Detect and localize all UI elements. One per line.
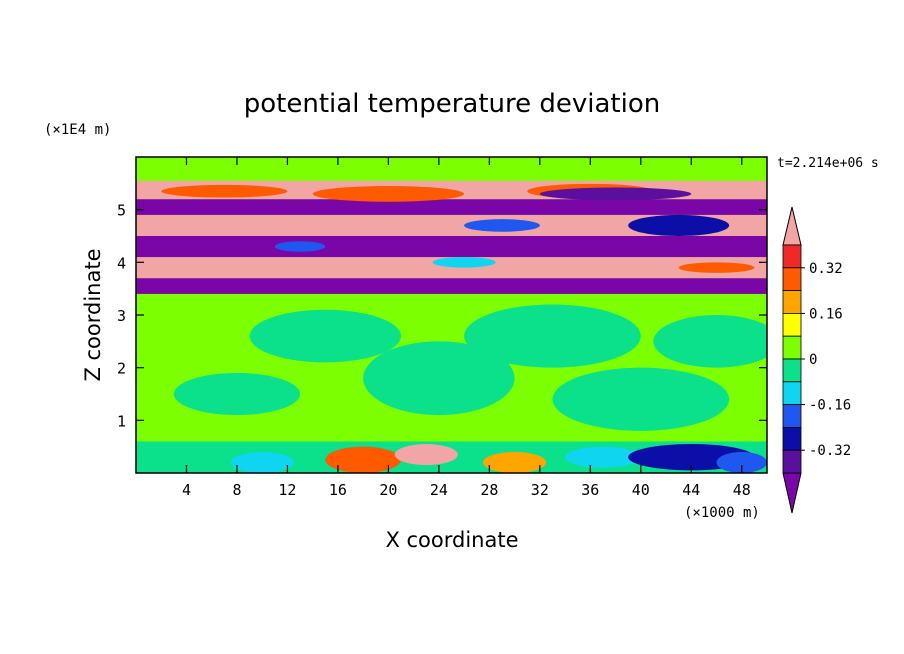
- contour-band: [136, 199, 767, 215]
- contour-cell: [230, 451, 294, 473]
- x-tick-label: 44: [682, 481, 700, 499]
- colorbar-arrow-bottom: [782, 472, 802, 514]
- colorbar-swatch: [782, 404, 802, 428]
- colorbar-swatch: [782, 290, 802, 314]
- contour-cell: [394, 444, 458, 466]
- y-tick-label: 3: [117, 307, 126, 325]
- colorbar-arrow-top: [782, 206, 802, 246]
- y-tick-label: 1: [117, 412, 126, 430]
- x-unit-label: (×1000 m): [684, 505, 760, 521]
- contour-cell: [464, 304, 641, 368]
- contour-cell: [653, 315, 767, 368]
- contour-cell: [249, 309, 402, 363]
- colorbar-swatch: [782, 335, 802, 360]
- contour-cell: [274, 241, 326, 252]
- x-axis-title: X coordinate: [385, 528, 518, 552]
- x-axis: 4 8 12 16 20 24 28 32 36 40 44 48: [182, 157, 751, 499]
- y-tick-label: 5: [117, 202, 126, 220]
- contour-band: [136, 157, 767, 181]
- plot-area: [136, 157, 767, 473]
- contour-cell: [173, 372, 301, 416]
- contour-cell: [565, 446, 641, 468]
- colorbar-swatch: [782, 244, 802, 269]
- contour-cell: [312, 185, 465, 202]
- x-tick-label: 32: [531, 481, 549, 499]
- x-tick-label: 24: [430, 481, 448, 499]
- colorbar-label: 0: [809, 352, 817, 368]
- contour-cell: [142, 444, 206, 471]
- colorbar-swatch: [782, 381, 802, 405]
- colorbar-label: -0.32: [809, 443, 851, 459]
- contour-cell: [628, 214, 730, 236]
- contour-band: [136, 257, 767, 279]
- time-label: t=2.214e+06 s: [777, 156, 879, 171]
- colorbar-swatch: [782, 312, 802, 337]
- x-tick-label: 48: [733, 481, 751, 499]
- y-axis: 1 2 3 4 5: [117, 202, 767, 430]
- contour-cell: [716, 451, 767, 473]
- contour-cell: [432, 257, 496, 268]
- contour-cell: [483, 451, 547, 473]
- x-tick-label: 12: [278, 481, 296, 499]
- colorbar-swatch: [782, 358, 802, 383]
- contour-band: [136, 236, 767, 258]
- contour-cell: [161, 184, 288, 198]
- y-axis-title: Z coordinate: [81, 248, 105, 381]
- colorbar-label: 0.32: [809, 261, 843, 277]
- contour-cell: [539, 187, 692, 201]
- x-tick-label: 36: [581, 481, 599, 499]
- colorbar-label: -0.16: [809, 398, 851, 414]
- colorbar-swatch: [782, 267, 802, 291]
- x-tick-label: 8: [232, 481, 241, 499]
- y-unit-label: (×1E4 m): [44, 122, 111, 138]
- x-tick-label: 4: [182, 481, 191, 499]
- x-tick-label: 40: [632, 481, 650, 499]
- contour-cell: [552, 367, 730, 431]
- x-tick-label: 28: [480, 481, 498, 499]
- contour-cell: [464, 219, 540, 232]
- colorbar: 0.32 0.16 0 -0.16 -0.32: [782, 206, 851, 514]
- y-tick-label: 4: [117, 254, 126, 272]
- y-tick-label: 2: [117, 360, 126, 378]
- colorbar-label: 0.16: [809, 306, 843, 322]
- chart-title: potential temperature deviation: [244, 89, 660, 119]
- contour-cell: [325, 446, 402, 473]
- contour-band: [136, 278, 767, 294]
- contour-cell: [678, 262, 755, 273]
- x-tick-label: 16: [329, 481, 347, 499]
- contour-band: [136, 214, 767, 236]
- x-tick-label: 20: [379, 481, 397, 499]
- contour-cell: [363, 341, 515, 416]
- colorbar-swatch: [782, 449, 802, 474]
- colorbar-swatch: [782, 426, 802, 451]
